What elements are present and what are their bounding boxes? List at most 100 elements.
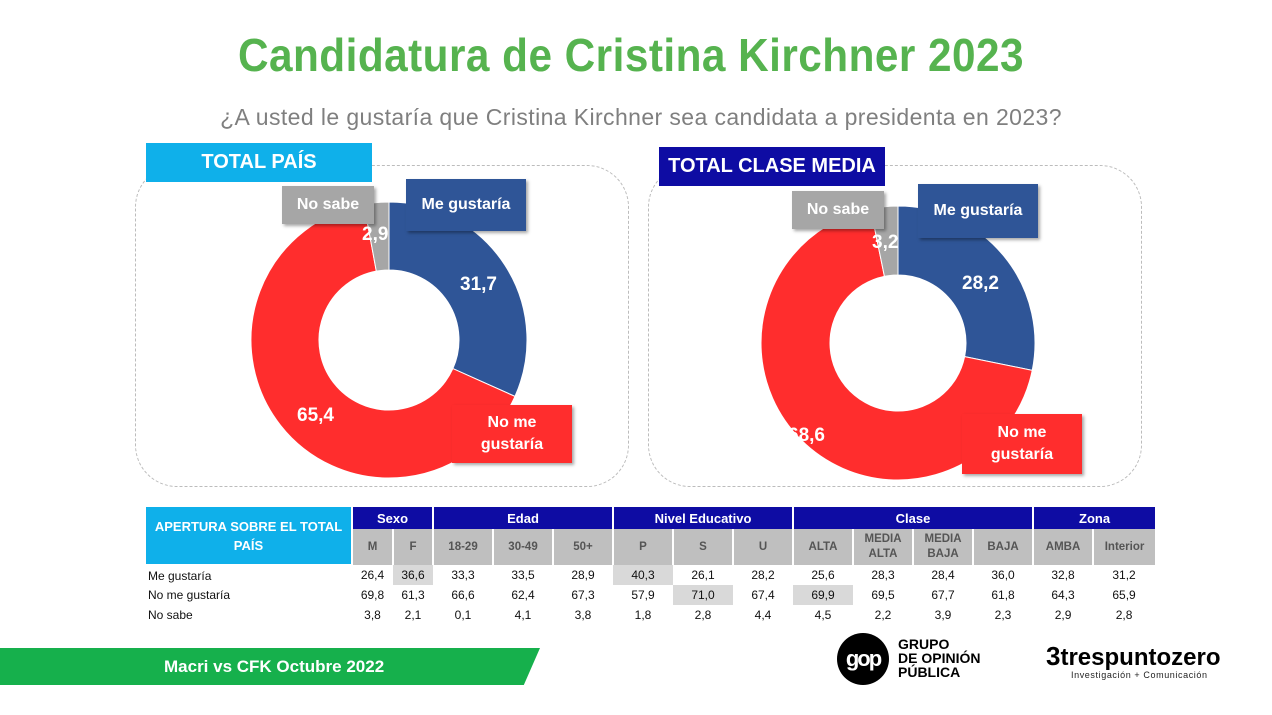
table-cell: 67,7: [931, 588, 955, 602]
table-cell: 36,0: [991, 568, 1015, 582]
table-cell: 2,2: [874, 608, 892, 622]
slice-no-me-gustaria: [760, 208, 1033, 481]
footer-banner: Macri vs CFK Octubre 2022: [0, 648, 540, 685]
table-cell: 28,9: [571, 568, 595, 582]
table-cell: 26,4: [360, 568, 385, 582]
column-header: 30-49: [492, 529, 554, 565]
column-header: BAJA: [972, 529, 1034, 565]
tpz-name: trespuntozero: [1060, 644, 1221, 671]
table-cell: 65,9: [1112, 588, 1136, 602]
table-cell: 1,8: [634, 608, 652, 622]
row-label: No sabe: [148, 608, 193, 622]
group-header: Clase: [792, 507, 1034, 529]
value-no-sabe: 2,9: [362, 224, 389, 245]
table-cell: 71,0: [673, 585, 734, 605]
gop-line: DE OPINIÓN: [898, 650, 981, 666]
total-pais-tag: TOTAL PAÍS: [146, 143, 372, 182]
column-header: Interior: [1092, 529, 1156, 565]
column-header: 18-29: [432, 529, 494, 565]
row-label: Me gustaría: [148, 568, 212, 583]
value-me-gustaria: 31,7: [460, 274, 497, 295]
table-cell: 67,3: [571, 588, 595, 602]
table-cell: 69,5: [871, 588, 895, 602]
table-cell: 62,4: [511, 588, 535, 602]
gop-line: PÚBLICA: [898, 664, 961, 680]
column-header: P: [612, 529, 674, 565]
table-cell: 69,8: [360, 588, 385, 602]
legend-no-sabe: No sabe: [792, 191, 884, 229]
table-cell: 61,8: [991, 588, 1015, 602]
table-row: No me gustaría 69,8 61,3 66,6 62,4 67,3 57,9 71…: [146, 585, 1155, 605]
table-cell: 2,8: [694, 608, 712, 622]
table-cell: 64,3: [1051, 588, 1075, 602]
table-cell: 61,3: [401, 588, 425, 602]
slice-no-me-gustaria: [250, 203, 516, 479]
column-header: S: [672, 529, 734, 565]
column-header: ALTA: [792, 529, 854, 565]
column-header: F: [391, 529, 434, 565]
gop-logo-mark: gop: [837, 633, 889, 685]
table-cell: 25,6: [811, 568, 835, 582]
question-subtitle: ¿A usted le gustaría que Cristina Kirchn…: [220, 104, 1062, 130]
legend-no-me-gustaria: No me gustaría: [452, 405, 572, 463]
table-row: Me gustaría 26,4 36,6 33,3 33,5 28,9 40,3 26,1 2…: [146, 565, 1155, 585]
tpz-mark-icon: 3: [1046, 641, 1061, 671]
table-cell: 57,9: [631, 588, 655, 602]
column-header: MEDIA BAJA: [912, 529, 974, 565]
table-cell: 4,1: [514, 608, 532, 622]
table-cell: 28,2: [751, 568, 775, 582]
table-cell: 67,4: [751, 588, 775, 602]
gop-logo-text: GRUPO DE OPINIÓN PÚBLICA: [898, 637, 980, 679]
table-cell: 31,2: [1112, 568, 1136, 582]
value-no-sabe: 3,2: [872, 232, 899, 253]
column-header: U: [732, 529, 794, 565]
table-cell: 2,8: [1115, 608, 1133, 622]
column-header: 50+: [552, 529, 614, 565]
clase-media-tag: TOTAL CLASE MEDIA: [659, 147, 885, 186]
value-no-me-gustaria: 68,6: [788, 425, 825, 446]
column-header: M: [351, 529, 393, 565]
group-header: Zona: [1032, 507, 1156, 529]
table-cell: 3,9: [934, 608, 952, 622]
legend-no-me-gustaria: No me gustaría: [962, 414, 1082, 474]
column-header: AMBA: [1032, 529, 1094, 565]
table-cell: 33,3: [451, 568, 475, 582]
group-header: Sexo: [350, 507, 434, 529]
table-cell: 2,3: [994, 608, 1012, 622]
legend-no-sabe: No sabe: [282, 186, 374, 224]
table-cell: 0,1: [454, 608, 472, 622]
table-cell: 26,1: [691, 568, 715, 582]
table-cell: 69,9: [793, 585, 854, 605]
table-cell: 66,6: [451, 588, 475, 602]
total-pais-panel: [135, 165, 629, 487]
table-cell: 4,5: [814, 608, 832, 622]
group-header: Nivel Educativo: [612, 507, 794, 529]
breakdown-table: APERTURA SOBRE EL TOTAL PAÍS Sexo Edad Nive…: [146, 507, 1156, 625]
table-cell: 3,8: [364, 608, 381, 622]
table-cell: 2,9: [1054, 608, 1072, 622]
tpz-tagline: Investigación + Comunicación: [1071, 670, 1208, 680]
gop-line: GRUPO: [898, 636, 950, 652]
table-cell: 32,8: [1051, 568, 1075, 582]
value-no-me-gustaria: 65,4: [297, 405, 334, 426]
row-label: No me gustaría: [148, 588, 231, 602]
table-cell: 28,4: [931, 568, 955, 582]
table-cell: 4,4: [754, 608, 772, 622]
table-cell: 40,3: [613, 565, 674, 585]
legend-me-gustaria: Me gustaría: [918, 184, 1038, 238]
trespuntozero-logo: 3trespuntozero: [1046, 643, 1220, 671]
table-cell: 28,3: [871, 568, 895, 582]
page-title: Candidatura de Cristina Kirchner 2023: [237, 29, 1025, 81]
table-header: APERTURA SOBRE EL TOTAL PAÍS: [146, 507, 352, 566]
table-cell: 3,8: [574, 608, 592, 622]
table-cell: 33,5: [511, 568, 535, 582]
column-header: MEDIA ALTA: [852, 529, 914, 565]
legend-me-gustaria: Me gustaría: [406, 179, 526, 231]
value-me-gustaria: 28,2: [962, 273, 999, 294]
table-cell: 36,6: [393, 565, 434, 585]
group-header: Edad: [432, 507, 614, 529]
clase-media-panel: [648, 165, 1142, 487]
table-cell: 2,1: [404, 608, 422, 622]
